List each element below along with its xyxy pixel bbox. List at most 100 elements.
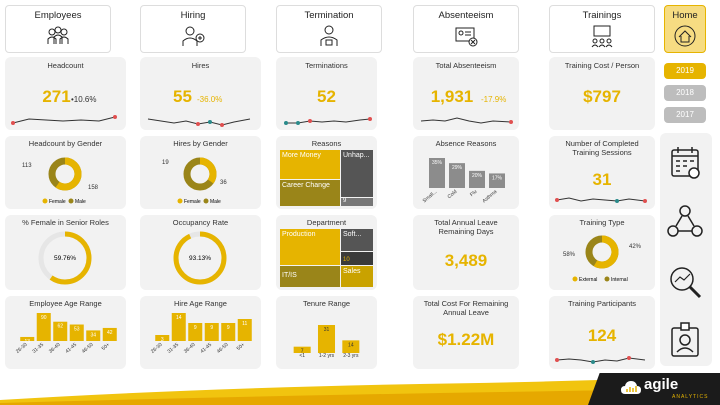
treemap-sales[interactable]: Sales — [341, 266, 373, 287]
bar-5[interactable] — [237, 319, 252, 341]
bar-3[interactable] — [204, 323, 219, 341]
nav-trainings[interactable]: Trainings — [549, 5, 655, 53]
hires-gender-donut: 19 36 Female Male — [162, 157, 227, 205]
hire-age-title: Hire Age Range — [174, 299, 227, 308]
participants-value: 124 — [587, 326, 617, 345]
training-external-pct: 58% — [563, 252, 576, 258]
treemap-more-money[interactable]: More Money — [280, 150, 340, 179]
annual-leave-value: 3,489 — [444, 251, 488, 270]
category-label-4: 46-50 — [81, 342, 95, 355]
occupancy-title: Occupancy Rate — [172, 218, 229, 227]
category-label-3: Asthma — [481, 189, 498, 205]
bar-4[interactable] — [86, 330, 101, 341]
hires-sparkline — [147, 118, 251, 127]
nav-home[interactable]: Home — [664, 5, 706, 53]
annual-leave-title-2: Remaining Days — [438, 227, 494, 236]
headcount-value: 271 — [42, 87, 71, 106]
nav-employees-label: Employees — [34, 10, 82, 21]
bar-1[interactable] — [317, 325, 336, 353]
treemap-production[interactable]: Production — [280, 229, 340, 265]
bar-0[interactable] — [293, 346, 311, 353]
absence-reasons-card: Absence Reasons 35% Small... 29% Cold 20% Flu… — [413, 136, 519, 209]
headcount-card: Headcount 271 •10.6% — [5, 57, 126, 130]
bar-2[interactable] — [53, 321, 68, 341]
occupancy-card: Occupancy Rate 93.13% — [140, 215, 261, 290]
bar-1[interactable] — [449, 163, 465, 188]
hires-title: Hires — [191, 61, 210, 70]
year-2018-button[interactable]: 2018 — [664, 85, 706, 101]
home-icon — [674, 25, 696, 47]
treemap-itis[interactable]: IT/IS — [280, 266, 340, 287]
team-network-icon[interactable] — [664, 203, 706, 243]
training-cost-card: Training Cost / Person $797 — [549, 57, 655, 130]
nav-employees[interactable]: Employees — [5, 5, 111, 53]
terminations-card: Terminations 52 — [276, 57, 377, 130]
total-absenteeism-title: Total Absenteeism — [435, 61, 497, 70]
bar-value-label-4: 9 — [227, 325, 230, 331]
completed-sparkline — [555, 197, 647, 203]
bar-5[interactable] — [102, 327, 117, 341]
bar-value-label-4: 34 — [90, 332, 96, 338]
legend-internal: Internal — [611, 277, 628, 283]
terminations-value: 52 — [317, 87, 336, 106]
bar-3[interactable] — [69, 324, 84, 341]
headcount-gender-donut: 113 158 Female Male — [22, 157, 99, 205]
calendar-icon[interactable] — [664, 144, 706, 184]
category-label-1: 31-35 — [166, 342, 180, 355]
search-analytics-icon[interactable] — [664, 262, 706, 302]
absenteeism-sparkline — [420, 117, 513, 124]
bar-0[interactable] — [429, 158, 445, 188]
id-card-x-icon — [455, 27, 478, 47]
hires-legend-female: Female — [184, 199, 201, 205]
nav-absenteeism[interactable]: Absenteeism — [413, 5, 519, 53]
category-label-2: Flu — [469, 189, 478, 198]
treemap-software[interactable]: Soft... — [341, 229, 373, 251]
cloud-logo-icon — [621, 381, 641, 394]
occupancy-gauge: 93.13% — [173, 231, 227, 285]
bar-value-label-0: 3 — [161, 337, 164, 343]
add-person-icon — [182, 26, 205, 46]
bar-1[interactable] — [171, 313, 186, 341]
treemap-ten[interactable]: 10 — [341, 252, 373, 265]
treemap-unhappy[interactable]: Unhap... — [341, 150, 373, 197]
year-2019-button[interactable]: 2019 — [664, 63, 706, 79]
bar-value-label-3: 9 — [210, 325, 213, 331]
bar-0[interactable] — [20, 336, 35, 341]
bar-value-label-1: 90 — [41, 315, 47, 321]
bar-value-label-3: 17% — [492, 175, 503, 181]
bar-value-label-0: 7 — [301, 349, 304, 355]
treemap-nine[interactable]: 9 — [341, 198, 373, 206]
year-2017-button[interactable]: 2017 — [664, 107, 706, 123]
cost-leave-value: $1.22M — [437, 330, 495, 349]
legend-female: Female — [49, 199, 66, 205]
bar-2[interactable] — [469, 170, 485, 188]
bar-0[interactable] — [155, 335, 170, 341]
completed-sessions-card: Number of Completed Training Sessions 31 — [549, 136, 655, 209]
absence-reasons-chart: 35% Small... 29% Cold 20% Flu 17% Asthma — [422, 158, 505, 205]
hires-value: 55 — [173, 87, 192, 106]
legend-external: External — [579, 277, 597, 283]
people-group-icon — [47, 26, 69, 44]
footer-wave — [0, 376, 720, 405]
bar-3[interactable] — [489, 173, 505, 188]
bar-2[interactable] — [188, 323, 203, 341]
bar-4[interactable] — [221, 323, 236, 341]
female-senior-card: % Female in Senior Roles 59.76% — [5, 215, 126, 290]
nav-absenteeism-label: Absenteeism — [438, 10, 494, 21]
id-badge-icon[interactable] — [664, 320, 706, 360]
bar-2[interactable] — [342, 340, 360, 353]
bar-value-label-0: 35% — [432, 160, 443, 166]
category-label-3: 41-45 — [64, 342, 78, 355]
tenure-chart: 7<1 31 1-2 yrs 14 2-3 yrs — [293, 325, 360, 359]
female-senior-title: % Female in Senior Roles — [22, 218, 109, 227]
nav-termination-label: Termination — [304, 10, 354, 21]
headcount-gender-card: Headcount by Gender 113 158 Female Male — [5, 136, 126, 209]
nav-hiring[interactable]: Hiring — [140, 5, 246, 53]
nav-termination[interactable]: Termination — [276, 5, 382, 53]
treemap-career-change[interactable]: Career Change — [280, 180, 340, 206]
bar-1[interactable] — [36, 313, 51, 341]
bar-value-label-2: 20% — [472, 173, 483, 179]
participants-card: Training Participants 124 — [549, 296, 655, 369]
nav-hiring-label: Hiring — [180, 10, 206, 21]
